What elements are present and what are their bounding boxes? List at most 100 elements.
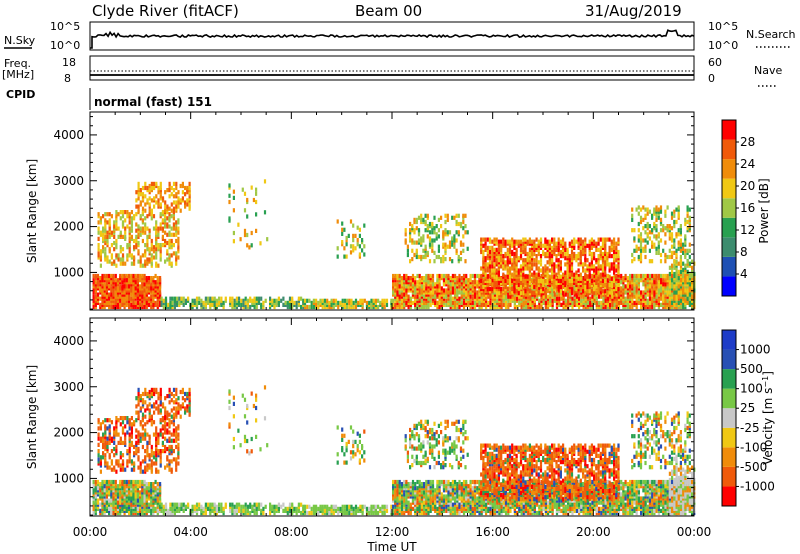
nave-label: Nave <box>754 64 782 77</box>
power-cell <box>500 302 503 307</box>
power-cell <box>119 210 122 215</box>
power-cell <box>403 273 406 279</box>
power-cell <box>155 224 158 229</box>
power-cell <box>99 230 102 235</box>
power-cell <box>484 245 487 250</box>
power-cell <box>679 226 682 231</box>
power-cell <box>250 185 253 190</box>
power-cell <box>457 213 460 218</box>
power-cell <box>418 273 421 279</box>
power-cell <box>655 217 658 222</box>
power-cell <box>522 266 525 271</box>
power-cell <box>522 241 525 246</box>
power-cell <box>244 304 247 310</box>
power-cell <box>155 255 158 260</box>
power-cell <box>635 207 638 212</box>
power-cell <box>622 276 625 281</box>
power-cell <box>679 254 682 260</box>
power-cell <box>528 247 531 252</box>
power-cell <box>682 250 685 255</box>
power-cell <box>220 296 223 301</box>
power-cell <box>566 264 569 269</box>
power-cell <box>455 230 458 235</box>
velocity-cell <box>130 502 133 507</box>
power-cell <box>684 273 687 279</box>
power-cell <box>673 290 676 295</box>
power-cell <box>155 247 158 252</box>
power-cell <box>172 210 175 215</box>
power-cell <box>633 282 636 287</box>
power-cell <box>240 302 243 307</box>
power-cell <box>160 296 163 301</box>
power-cell <box>493 280 496 285</box>
power-cell <box>170 245 173 250</box>
power-cell <box>539 262 543 267</box>
power-cell <box>150 257 153 262</box>
power-cell <box>113 247 116 252</box>
power-cell <box>496 292 499 297</box>
power-cell <box>251 298 254 303</box>
power-cell <box>644 224 647 229</box>
power-cell <box>186 202 189 207</box>
power-cell <box>157 226 160 231</box>
power-cell <box>139 228 142 233</box>
power-cell <box>438 282 441 287</box>
power-cell <box>400 304 404 310</box>
power-cell <box>495 282 498 288</box>
power-cell <box>108 284 111 289</box>
power-cell <box>453 240 456 245</box>
power-cell <box>409 236 412 241</box>
power-cell <box>671 273 674 279</box>
power-cell <box>99 216 102 221</box>
power-cell <box>460 276 463 281</box>
velocity-cell <box>92 510 95 516</box>
power-cell <box>164 200 167 205</box>
power-cell <box>502 264 505 269</box>
power-cell <box>486 262 489 267</box>
power-cell <box>175 238 178 244</box>
power-cell <box>284 300 287 305</box>
power-cell <box>593 273 596 279</box>
power-cell <box>644 300 647 305</box>
power-cell <box>659 228 663 233</box>
power-cell <box>633 286 636 291</box>
power-cell <box>657 250 660 255</box>
power-cell <box>566 270 569 275</box>
power-cell <box>135 198 138 203</box>
power-cell <box>417 215 421 220</box>
power-cell <box>559 260 562 265</box>
power-cell <box>150 247 153 252</box>
power-cell <box>113 240 116 246</box>
power-cell <box>416 273 419 279</box>
power-cell <box>392 298 395 303</box>
velocity-cell <box>141 479 144 485</box>
power-cell <box>519 254 523 259</box>
power-cell <box>420 276 423 281</box>
power-cell <box>462 242 465 247</box>
power-cell <box>164 190 167 195</box>
power-cell <box>646 273 649 279</box>
power-cell <box>588 243 591 248</box>
power-cell <box>570 287 574 292</box>
power-cell <box>615 274 618 279</box>
power-cell <box>588 239 591 244</box>
power-cell <box>341 302 344 307</box>
power-cell <box>451 273 454 279</box>
power-cell <box>599 237 602 242</box>
power-cell <box>405 300 408 305</box>
power-cell <box>418 290 421 295</box>
power-cell <box>253 296 256 301</box>
power-cell <box>175 200 178 205</box>
power-cell <box>593 256 596 261</box>
power-cell <box>150 198 153 203</box>
power-cell <box>682 286 685 291</box>
power-cell <box>659 252 663 258</box>
power-cell <box>106 220 109 225</box>
power-cell <box>148 234 151 239</box>
power-cell <box>451 290 454 295</box>
power-cell <box>345 238 348 243</box>
power-cell <box>462 304 466 310</box>
power-heatmap <box>92 179 696 310</box>
power-cell <box>601 237 605 242</box>
power-cell <box>354 233 357 238</box>
